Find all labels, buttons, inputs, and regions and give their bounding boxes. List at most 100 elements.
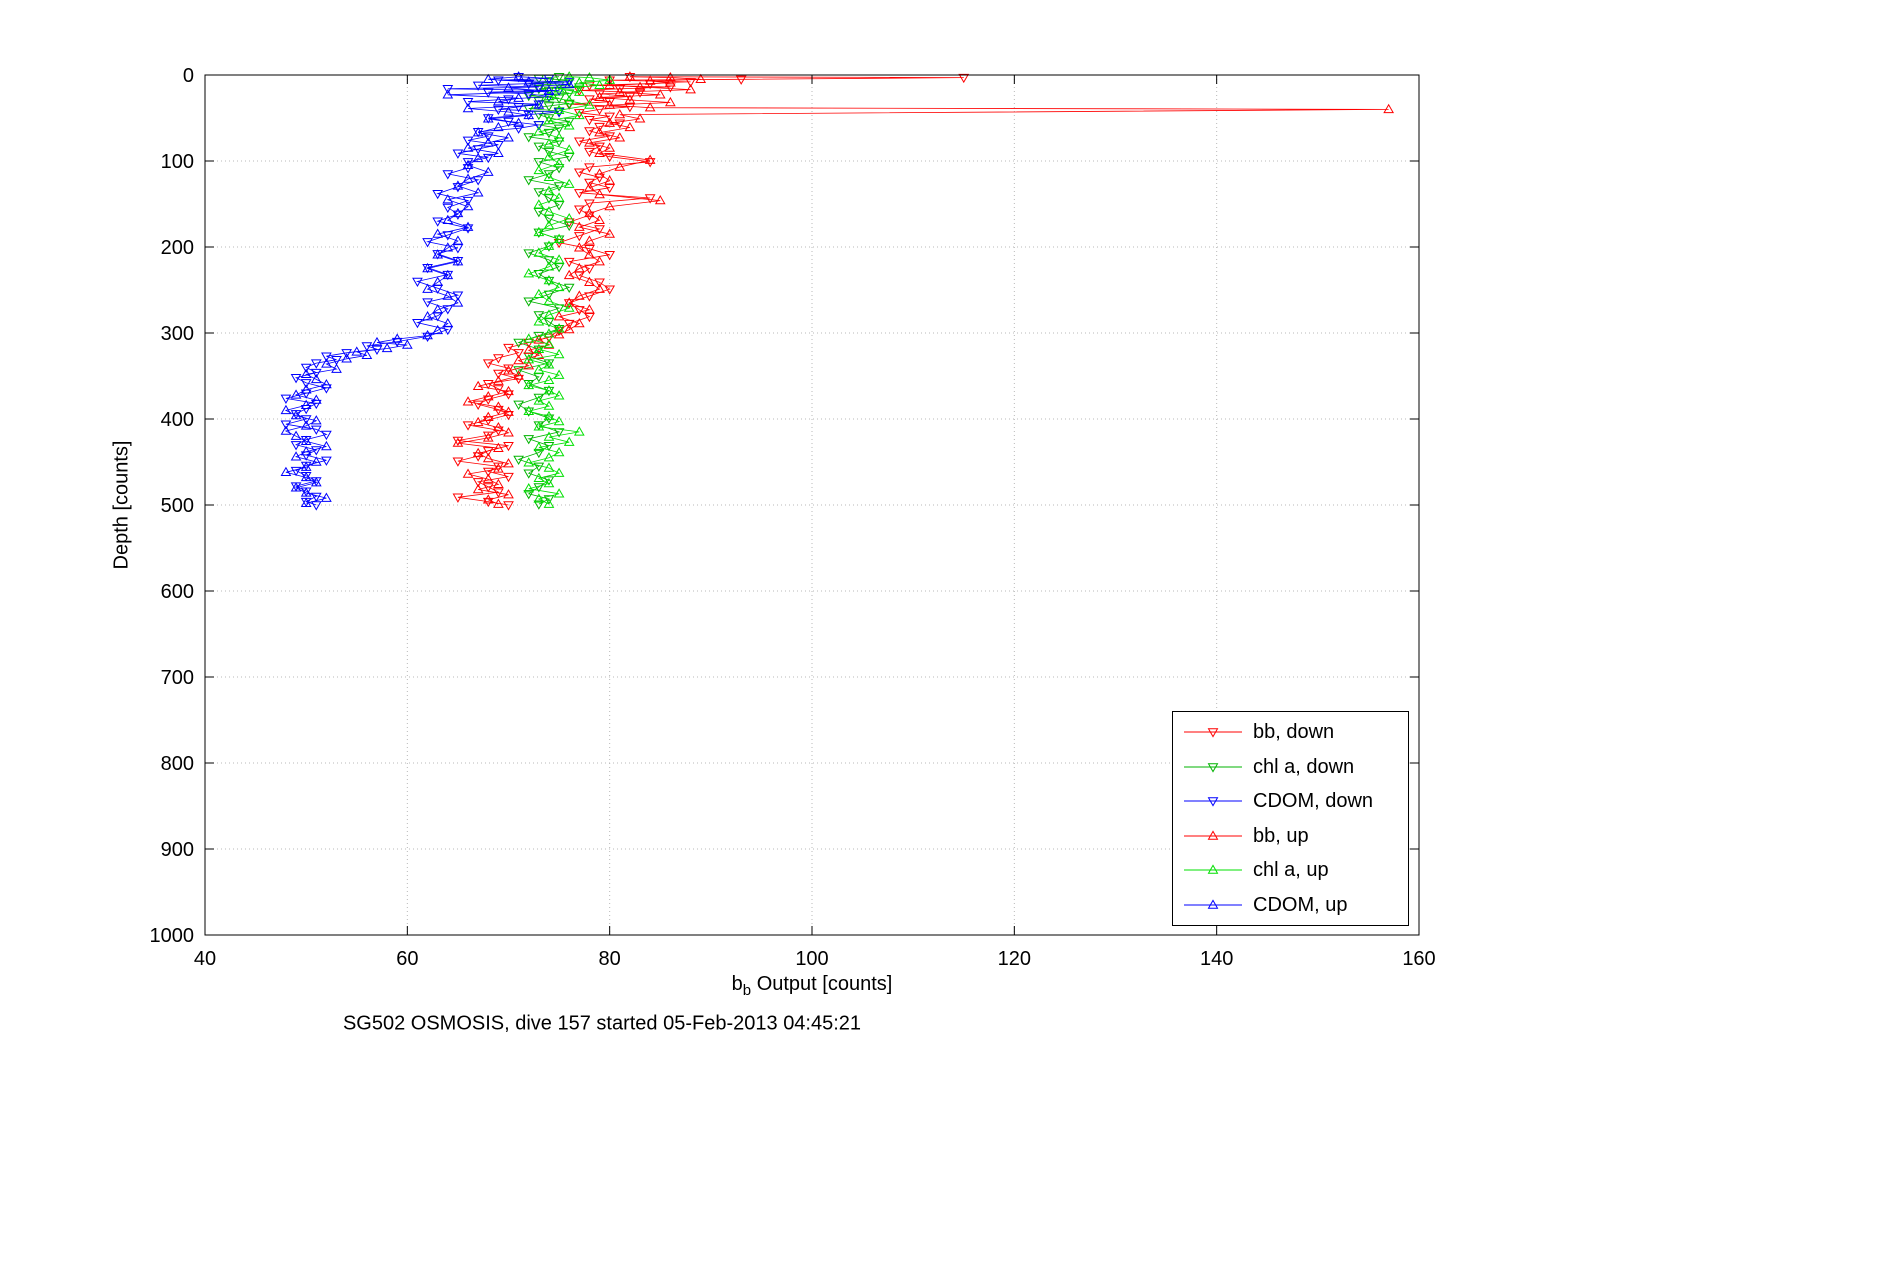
- triangle-up-marker-icon: [493, 442, 504, 452]
- triangle-up-marker-icon: [604, 228, 616, 238]
- triangle-up-marker-icon: [381, 342, 393, 353]
- triangle-up-marker-icon: [503, 427, 514, 437]
- y-tick-label: 500: [161, 495, 194, 517]
- triangle-up-marker-icon: [300, 497, 312, 507]
- triangle-up-marker-icon: [513, 117, 524, 127]
- triangle-up-marker-icon: [543, 219, 555, 230]
- triangle-down-marker-icon: [584, 116, 595, 126]
- triangle-up-marker-icon: [543, 295, 555, 305]
- triangle-up-marker-icon: [472, 483, 484, 494]
- triangle-down-marker-icon: [523, 435, 535, 445]
- triangle-up-marker-icon: [321, 440, 332, 451]
- triangle-up-marker-icon: [543, 359, 555, 369]
- triangle-up-marker-icon: [624, 94, 636, 104]
- triangle-down-marker-icon: [594, 90, 605, 100]
- triangle-down-marker-icon: [442, 85, 454, 95]
- triangle-down-marker-icon: [462, 224, 474, 234]
- triangle-up-marker-icon: [553, 323, 565, 333]
- triangle-down-marker-icon: [513, 455, 524, 466]
- triangle-up-marker-icon: [472, 127, 484, 137]
- triangle-up-marker-icon: [503, 406, 514, 416]
- triangle-up-marker-icon: [432, 228, 444, 238]
- triangle-down-marker-icon: [462, 196, 474, 207]
- triangle-down-marker-icon: [604, 112, 616, 122]
- triangle-down-marker-icon: [543, 242, 555, 252]
- triangle-up-marker-icon: [594, 283, 605, 293]
- triangle-down-marker-icon: [553, 164, 565, 174]
- triangle-down-marker-icon: [533, 158, 545, 168]
- x-tick-label: 40: [194, 948, 216, 970]
- legend-label: chl a, up: [1253, 859, 1329, 882]
- triangle-down-marker-icon: [533, 83, 545, 93]
- triangle-up-marker-icon: [604, 99, 616, 109]
- triangle-up-marker-icon: [442, 194, 454, 204]
- y-tick-label: 100: [161, 151, 194, 173]
- triangle-down-marker-icon: [513, 338, 524, 349]
- triangle-up-marker-icon: [543, 85, 555, 96]
- triangle-up-marker-icon: [290, 389, 302, 399]
- triangle-down-marker-icon: [472, 176, 484, 186]
- triangle-down-marker-icon: [543, 476, 555, 486]
- triangle-down-marker-icon: [482, 132, 494, 142]
- triangle-up-marker-icon: [553, 104, 565, 114]
- triangle-up-marker-icon: [503, 106, 514, 116]
- triangle-up-marker-icon: [553, 233, 565, 243]
- triangle-down-marker-icon: [432, 217, 444, 227]
- series-cdom-up: [280, 71, 575, 507]
- triangle-down-marker-icon: [300, 415, 312, 425]
- triangle-up-marker-icon: [543, 90, 555, 101]
- triangle-up-marker-icon: [533, 199, 545, 209]
- triangle-down-marker-icon: [422, 332, 433, 343]
- triangle-up-marker-icon: [665, 77, 676, 87]
- triangle-up-marker-icon: [442, 89, 454, 99]
- triangle-up-marker-icon: [513, 370, 524, 380]
- triangle-down-marker-icon: [503, 343, 514, 354]
- triangle-up-marker-icon: [422, 311, 433, 321]
- triangle-up-marker-icon: [634, 81, 646, 91]
- triangle-down-marker-icon: [644, 158, 656, 168]
- triangle-down-marker-icon: [553, 108, 565, 118]
- triangle-down-marker-icon: [452, 183, 464, 193]
- triangle-up-marker-icon: [634, 113, 646, 123]
- triangle-up-marker-icon: [584, 99, 595, 109]
- triangle-up-marker-icon: [472, 380, 484, 391]
- triangle-up-marker-icon: [452, 256, 464, 266]
- triangle-down-marker-icon: [523, 469, 535, 479]
- tick-labels: 40 60 80 100 120 140 160 0 100 200 300 400 500 600 700…: [150, 65, 1436, 970]
- triangle-up-marker-icon: [584, 182, 595, 192]
- triangle-down-marker-icon: [523, 91, 535, 102]
- y-tick-label: 700: [161, 667, 194, 689]
- triangle-up-marker-icon: [594, 214, 605, 225]
- y-tick-label: 1000: [150, 925, 195, 947]
- legend-label: bb, up: [1253, 824, 1309, 847]
- triangle-down-marker-icon: [644, 194, 656, 204]
- legend-label: CDOM, down: [1253, 790, 1374, 813]
- triangle-up-marker-icon: [584, 137, 595, 147]
- triangle-up-marker-icon: [533, 493, 545, 503]
- triangle-down-marker-icon: [493, 354, 504, 364]
- triangle-down-marker-icon: [594, 225, 605, 235]
- triangle-up-marker-icon: [310, 456, 322, 466]
- triangle-down-marker-icon: [493, 105, 504, 116]
- triangle-up-marker-icon: [573, 290, 585, 300]
- triangle-down-marker-icon: [513, 73, 524, 83]
- triangle-up-marker-icon: [584, 207, 595, 218]
- triangle-up-marker-icon: [533, 126, 545, 136]
- triangle-down-marker-icon: [553, 428, 565, 438]
- triangle-up-marker-icon: [553, 390, 565, 400]
- triangle-down-marker-icon: [573, 109, 585, 119]
- triangle-up-marker-icon: [300, 471, 312, 482]
- triangle-up-marker-icon: [442, 242, 454, 252]
- triangle-up-marker-icon: [563, 95, 575, 105]
- triangle-down-marker-icon: [523, 490, 535, 500]
- series-chl-a-up: [523, 71, 616, 508]
- triangle-down-marker-icon: [493, 369, 504, 380]
- triangle-down-marker-icon: [280, 420, 292, 430]
- triangle-down-marker-icon: [604, 132, 616, 142]
- triangle-down-marker-icon: [503, 501, 514, 511]
- triangle-down-marker-icon: [462, 136, 474, 146]
- triangle-down-marker-icon: [543, 170, 555, 180]
- triangle-up-marker-icon: [543, 309, 555, 319]
- triangle-down-marker-icon: [553, 326, 565, 337]
- triangle-up-marker-icon: [503, 82, 514, 92]
